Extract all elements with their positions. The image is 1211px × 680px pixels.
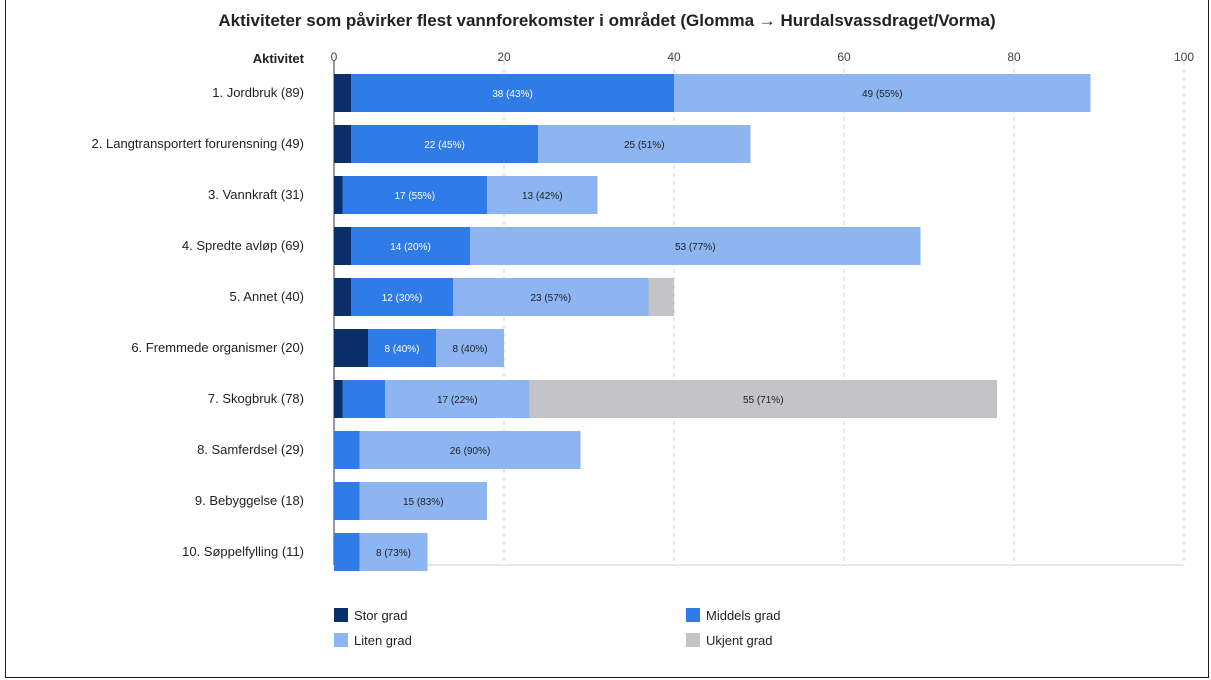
chart-svg: Aktiviteter som påvirker flest vannforek… [92,11,1195,648]
data-label: 25 (51%) [624,140,665,151]
bar-segment [487,176,598,214]
category-label: 6. Fremmede organismer (20) [131,340,304,355]
legend-swatch [686,608,700,622]
data-label: 53 (77%) [675,242,716,253]
data-label: 23 (57%) [530,293,571,304]
bar-segment [359,533,428,571]
data-label: 17 (55%) [394,191,435,202]
category-label: 3. Vannkraft (31) [208,187,304,202]
legend-swatch [334,608,348,622]
bars: 38 (43%) 49 (55%) 22 (45%) 25 (51%) 17 (55%)… [334,74,1091,571]
bar-segment [351,125,538,163]
bar-segment [334,74,351,112]
bar-segment [538,125,751,163]
x-tick-label: 20 [497,50,511,64]
chart-frame: Aktiviteter som påvirker flest vannforek… [5,0,1209,678]
category-label: 2. Langtransportert forurensning (49) [92,136,304,151]
bar-segment [334,329,368,367]
x-tick-label: 0 [331,50,338,64]
data-label: 8 (40%) [384,344,419,355]
data-label: 22 (45%) [424,140,465,151]
data-label: 13 (42%) [522,191,563,202]
category-label: 5. Annet (40) [230,289,304,304]
bar-segment [359,482,487,520]
bar-segment [674,74,1091,112]
bar-segment [529,380,997,418]
bar-segment [385,380,530,418]
bar-segment [334,431,360,469]
bar-segment [334,380,343,418]
data-label: 14 (20%) [390,242,431,253]
x-tick-label: 80 [1007,50,1021,64]
data-label: 49 (55%) [862,89,903,100]
y-axis-label: Aktivitet [253,51,305,66]
data-label: 26 (90%) [450,446,491,457]
bar-segment [436,329,504,367]
bar-segment [453,278,649,316]
bar-segment [351,278,453,316]
data-label: 17 (22%) [437,395,478,406]
x-tick-label: 100 [1174,50,1194,64]
legend-label: Middels grad [706,608,780,623]
data-label: 55 (71%) [743,395,784,406]
category-labels: 1. Jordbruk (89) 2. Langtransportert foru… [92,85,304,559]
bar-segment [351,227,470,265]
legend-label: Ukjent grad [706,633,772,648]
bar-segment [334,227,351,265]
data-label: 38 (43%) [492,89,533,100]
bar-segment [351,74,674,112]
category-label: 4. Spredte avløp (69) [182,238,304,253]
x-tick-label: 60 [837,50,851,64]
bar-segment [334,125,351,163]
bar-segment [342,380,385,418]
legend-label: Stor grad [354,608,407,623]
category-label: 1. Jordbruk (89) [212,85,304,100]
category-label: 7. Skogbruk (78) [208,391,304,406]
x-tick-label: 40 [667,50,681,64]
bar-segment [359,431,581,469]
bar-segment [334,278,351,316]
bar-segment [334,482,360,520]
legend-swatch [686,633,700,647]
legend: Stor grad Middels grad Liten grad Ukjent gr… [334,608,780,648]
bar-segment [470,227,921,265]
data-label: 15 (83%) [403,497,444,508]
bar-segment [334,176,343,214]
bar-segment [334,533,360,571]
data-label: 12 (30%) [382,293,423,304]
chart-title: Aktiviteter som påvirker flest vannforek… [218,11,995,30]
data-label: 8 (73%) [376,548,411,559]
category-label: 8. Samferdsel (29) [197,442,304,457]
category-label: 9. Bebyggelse (18) [195,493,304,508]
category-label: 10. Søppelfylling (11) [182,544,304,559]
data-label: 8 (40%) [452,344,487,355]
bar-segment [342,176,487,214]
x-axis-ticks: 0 20 40 60 80 100 [331,50,1195,64]
bar-segment [368,329,436,367]
legend-swatch [334,633,348,647]
legend-label: Liten grad [354,633,412,648]
bar-segment [648,278,674,316]
